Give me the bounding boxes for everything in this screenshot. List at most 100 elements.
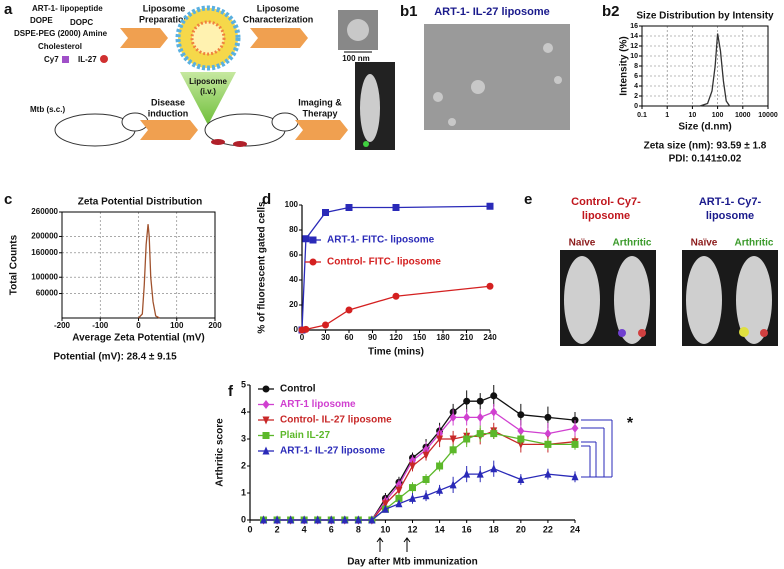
y-tick-label: 80	[289, 225, 298, 234]
marker	[490, 430, 498, 438]
step-label: Imaging &	[298, 97, 342, 107]
marker	[395, 494, 403, 502]
mouse-image	[360, 74, 380, 142]
y-tick-label: 40	[289, 275, 298, 284]
series-line	[263, 430, 576, 521]
panel-title: ART-1- IL-27 liposome	[434, 6, 550, 18]
marker	[262, 385, 270, 393]
marker	[490, 392, 498, 400]
mtb-label: Mtb (s.c.)	[30, 105, 65, 114]
chart: d 0 20 40 60 80 100 0 30 60 90 120 150 180 210 240 % of …	[257, 191, 498, 358]
marker	[463, 469, 471, 478]
marker	[544, 469, 552, 478]
annotation: Zeta size (nm): 93.59 ± 1.8	[644, 141, 767, 152]
group-title: liposome	[582, 210, 630, 222]
series-line	[301, 205, 491, 331]
tem-footer	[424, 130, 570, 150]
marker	[490, 464, 498, 473]
y-tick-label: 60	[289, 250, 298, 259]
series-line	[138, 224, 160, 319]
y-tick-label: 16	[630, 23, 638, 30]
marker	[409, 484, 416, 492]
y-tick-label: 10	[630, 53, 638, 60]
x-tick-label: 6	[329, 524, 334, 534]
y-tick-label: 2	[241, 460, 246, 470]
x-axis-label: Average Zeta Potential (mV)	[72, 333, 204, 344]
panel-b1: b1 ART-1- IL-27 liposome	[400, 3, 570, 150]
marker	[449, 480, 457, 489]
marker	[322, 321, 329, 329]
marker	[368, 515, 376, 524]
x-tick-label: 10000	[758, 112, 778, 119]
panel-label: e	[524, 191, 532, 208]
marker	[322, 209, 329, 216]
signal	[760, 329, 768, 337]
marker	[381, 504, 389, 513]
x-tick-label: 24	[570, 524, 580, 534]
step-label: Liposome	[143, 3, 186, 13]
mouse-head	[271, 112, 299, 132]
x-tick-label: -100	[92, 321, 109, 330]
component: DOPE	[30, 16, 53, 25]
mouse-image	[686, 256, 722, 344]
x-tick-label: 180	[436, 333, 450, 342]
injection-label: Liposome	[189, 77, 227, 86]
x-tick-label: 0	[300, 333, 305, 342]
group-title: liposome	[706, 210, 754, 222]
marker	[262, 400, 270, 409]
signal	[363, 141, 369, 147]
marker	[422, 491, 430, 500]
series-line	[263, 468, 576, 521]
marker	[449, 435, 457, 444]
chart: c 60000 100000 160000 200000 260000 -200 -100 0 1…	[4, 191, 222, 363]
series-line	[699, 33, 731, 107]
mouse-image	[736, 256, 772, 344]
y-tick-label: 4	[634, 83, 638, 90]
y-tick-label: 160000	[31, 248, 58, 257]
x-tick-label: 120	[389, 333, 403, 342]
y-tick-label: 12	[630, 43, 638, 50]
panel-label: c	[4, 191, 12, 208]
legend-label: Control	[280, 384, 316, 395]
marker	[392, 204, 400, 211]
column-label: Naïve	[691, 238, 718, 249]
injection-label: (i.v.)	[200, 87, 216, 96]
signal	[618, 329, 626, 337]
marker	[517, 426, 525, 436]
marker	[517, 411, 525, 419]
panel-label: b2	[602, 3, 620, 20]
marker	[409, 493, 416, 502]
y-tick-label: 5	[241, 379, 246, 389]
marker	[544, 440, 552, 448]
x-tick-label: 0	[247, 524, 252, 534]
x-axis-label: Day after Mtb immunization	[347, 557, 478, 568]
marker	[486, 202, 494, 210]
marker	[571, 440, 579, 448]
marker	[345, 204, 353, 211]
step-label: Liposome	[257, 3, 300, 13]
marker	[287, 515, 295, 524]
liposome-core	[190, 20, 226, 56]
x-tick-label: 100	[712, 112, 724, 119]
marker	[327, 515, 335, 524]
y-axis-label: % of fluorescent gated cells	[257, 201, 268, 334]
marker	[262, 432, 270, 439]
component: DSPE-PEG (2000) Amine	[14, 29, 108, 38]
x-axis-label: Time (mins)	[368, 347, 424, 358]
y-tick-label: 0	[241, 514, 246, 524]
paw	[211, 139, 225, 145]
panel-e: e	[524, 191, 778, 346]
panel-label: f	[228, 383, 234, 400]
signal	[739, 327, 749, 337]
x-tick-label: 0	[136, 321, 141, 330]
marker	[436, 435, 444, 444]
x-tick-label: 16	[462, 524, 472, 534]
marker	[449, 412, 457, 422]
marker	[302, 325, 310, 333]
group-title: Control- Cy7-	[571, 196, 641, 208]
marker	[314, 515, 322, 524]
marker	[300, 515, 308, 524]
x-tick-label: 14	[435, 524, 445, 534]
